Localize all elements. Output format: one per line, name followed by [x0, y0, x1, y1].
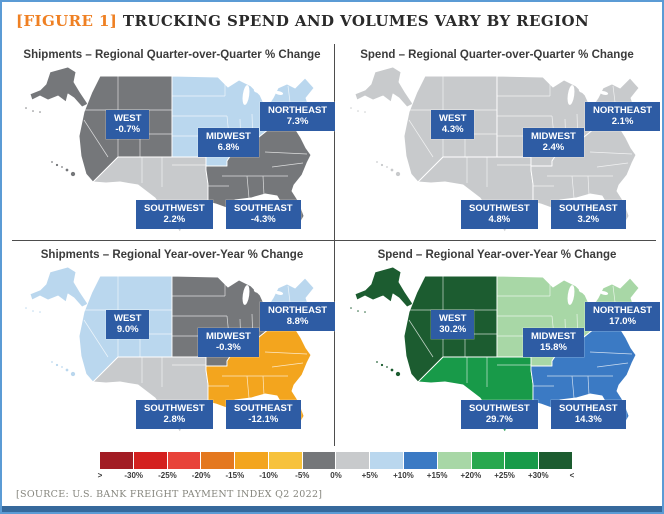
region-label-southeast: SOUTHEAST 14.3% [551, 400, 626, 429]
legend-tick-label: +25% [494, 471, 515, 480]
legend-tick-label: < [569, 471, 575, 480]
panel-spend-yoy: Spend – Regional Year-over-Year % Change [335, 242, 661, 441]
legend-tick-label: +15% [426, 471, 448, 480]
region-hawaii [50, 160, 77, 178]
legend-tick-label: -10% [259, 471, 278, 480]
region-alaska [354, 266, 414, 308]
region-alaska [354, 66, 414, 108]
color-scale-legend: > -30% -25% -20% -15% -10% -5% 0% +5% +10% +15% +20… [97, 452, 575, 483]
panel-spend-qoq: Spend – Regional Quarter-over-Quarter % … [335, 42, 661, 241]
legend-segment [437, 452, 471, 469]
legend-segment [100, 452, 133, 469]
legend-tick-label: -20% [191, 471, 211, 480]
bottom-accent-bar [2, 506, 662, 512]
legend-segment [235, 452, 268, 469]
legend-segment [336, 452, 370, 469]
region-label-west: WEST 30.2% [431, 310, 475, 339]
legend-tick-label: -30% [124, 471, 144, 480]
region-label-southeast: SOUTHEAST -12.1% [226, 400, 301, 429]
legend-tick-label: 0% [330, 471, 342, 480]
legend-segment [404, 452, 437, 469]
panel-title: Spend – Regional Year-over-Year % Change [377, 249, 617, 261]
legend-tick-labels: > -30% -25% -20% -15% -10% -5% 0% +5% +10% +15% +20… [97, 471, 575, 483]
legend-segment [268, 452, 302, 469]
region-hawaii [375, 160, 402, 178]
region-label-southeast: SOUTHEAST 3.2% [551, 200, 626, 229]
legend-tick-label: +10% [393, 471, 414, 480]
region-hawaii [50, 360, 77, 378]
legend-segment [505, 452, 539, 469]
region-alaska [29, 266, 89, 308]
region-label-northeast: NORTHEAST 17.0% [585, 302, 661, 331]
figure-tag: [FIGURE 1] [16, 12, 118, 30]
horizontal-divider [12, 240, 656, 241]
legend-segment [133, 452, 167, 469]
region-label-west: WEST 4.3% [431, 110, 475, 139]
region-label-northeast: NORTHEAST 7.3% [260, 102, 336, 131]
region-alaska [29, 66, 89, 108]
figure-title: [FIGURE 1] TRUCKING SPEND AND VOLUMES VA… [16, 12, 589, 30]
legend-color-bar [100, 452, 572, 469]
region-label-west: WEST 9.0% [106, 310, 150, 339]
source-note: [SOURCE: U.S. BANK FREIGHT PAYMENT INDEX… [16, 489, 323, 500]
panel-title: Spend – Regional Quarter-over-Quarter % … [360, 49, 634, 61]
region-hawaii [375, 360, 402, 378]
legend-tick-label: > [97, 471, 103, 480]
legend-segment [302, 452, 336, 469]
legend-segment [167, 452, 201, 469]
region-label-southwest: SOUTHWEST 4.8% [461, 200, 538, 229]
region-label-midwest: MIDWEST 6.8% [198, 128, 259, 157]
region-label-northeast: NORTHEAST 8.8% [260, 302, 336, 331]
legend-segment [201, 452, 235, 469]
legend-tick-label: +30% [527, 471, 549, 480]
region-label-midwest: MIDWEST 2.4% [523, 128, 584, 157]
legend-tick-label: +20% [460, 471, 482, 480]
region-label-southwest: SOUTHWEST 2.8% [136, 400, 213, 429]
region-label-midwest: MIDWEST -0.3% [198, 328, 259, 357]
legend-segment [539, 452, 572, 469]
vertical-divider [334, 44, 335, 446]
legend-tick-label: -25% [158, 471, 177, 480]
region-label-west: WEST -0.7% [106, 110, 150, 139]
panel-title: Shipments – Regional Quarter-over-Quarte… [23, 49, 321, 61]
legend-tick-label: -15% [225, 471, 245, 480]
panel-shipments-yoy: Shipments – Regional Year-over-Year % Ch… [10, 242, 336, 441]
region-label-northeast: NORTHEAST 2.1% [585, 102, 661, 131]
legend-tick-label: -5% [295, 471, 310, 480]
panel-title: Shipments – Regional Year-over-Year % Ch… [40, 249, 304, 261]
legend-segment [370, 452, 404, 469]
legend-segment [471, 452, 505, 469]
panels-grid: Shipments – Regional Quarter-over-Quarte… [10, 42, 661, 448]
figure-title-text: TRUCKING SPEND AND VOLUMES VARY BY REGIO… [117, 12, 590, 30]
region-label-southwest: SOUTHWEST 29.7% [461, 400, 538, 429]
panel-shipments-qoq: Shipments – Regional Quarter-over-Quarte… [10, 42, 336, 241]
region-label-southwest: SOUTHWEST 2.2% [136, 200, 213, 229]
region-label-southeast: SOUTHEAST -4.3% [226, 200, 301, 229]
legend-tick-label: +5% [361, 471, 378, 480]
region-label-midwest: MIDWEST 15.8% [523, 328, 584, 357]
